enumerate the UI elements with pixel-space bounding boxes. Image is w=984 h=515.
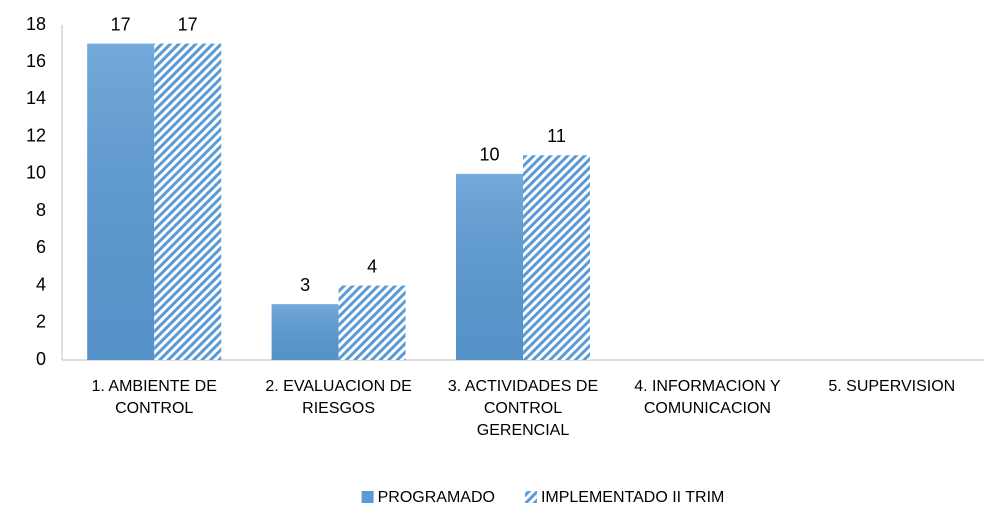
bar [523,155,590,360]
bar-shade [456,173,523,360]
x-tick-label: 4. INFORMACION Y COMUNICACION [634,378,781,417]
bar [154,43,222,360]
legend-label: IMPLEMENTADO II TRIM [541,489,724,506]
bar-shade [87,43,155,360]
y-tick-label: 0 [36,349,46,369]
data-label: 17 [178,14,198,34]
legend-swatch [524,491,537,503]
data-label: 10 [479,145,499,165]
legend-label: PROGRAMADO [378,489,495,506]
y-tick-label: 4 [36,274,46,294]
data-label: 11 [547,126,566,146]
y-tick-label: 6 [36,237,46,257]
x-tick-label: 3. ACTIVIDADES DE CONTROL GERENCIAL [447,378,599,439]
data-label: 3 [300,275,310,295]
y-tick-label: 18 [26,14,46,34]
y-tick-label: 8 [36,200,46,220]
y-tick-label: 14 [26,88,46,108]
x-tick-label: 1. AMBIENTE DE CONTROL [91,378,217,417]
data-label: 17 [111,14,131,34]
x-tick-label: 2. EVALUACION DE RIESGOS [265,378,412,417]
y-tick-label: 12 [26,125,46,145]
x-tick-label: 5. SUPERVISION [828,378,956,395]
y-tick-label: 10 [26,163,46,183]
data-label: 4 [367,256,377,276]
y-tick-label: 16 [26,51,46,71]
y-tick-label: 2 [36,312,46,332]
bar [338,285,406,360]
legend-swatch [361,491,374,503]
bar-shade [271,304,339,360]
